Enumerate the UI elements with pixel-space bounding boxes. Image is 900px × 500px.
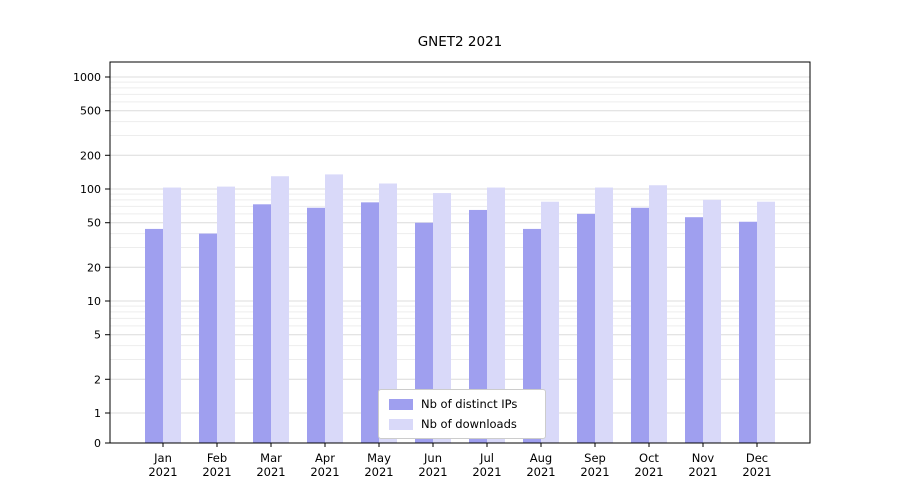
bar-distinct-ips: [361, 202, 379, 443]
y-tick-label: 0: [94, 437, 101, 450]
bar-downloads: [433, 193, 451, 443]
y-tick-label: 5: [94, 329, 101, 342]
bar-downloads: [595, 187, 613, 443]
x-tick-label-month: Jan: [153, 451, 172, 465]
x-tick-label-year: 2021: [256, 465, 285, 479]
x-tick-label-year: 2021: [310, 465, 339, 479]
bar-distinct-ips: [631, 207, 649, 443]
x-tick-label-year: 2021: [472, 465, 501, 479]
legend-label-distinct-ips: Nb of distinct IPs: [421, 397, 518, 411]
bar-downloads: [271, 176, 289, 443]
x-tick-label-year: 2021: [742, 465, 771, 479]
y-tick-label: 500: [80, 105, 101, 118]
plot-border: [109, 61, 811, 444]
x-tick-label-month: Sep: [584, 451, 606, 465]
x-tick-label-month: Aug: [530, 451, 552, 465]
bar-distinct-ips: [199, 233, 217, 443]
legend-item-distinct-ips: Nb of distinct IPs: [389, 397, 535, 411]
bars-layer: [145, 174, 775, 444]
bar-downloads: [379, 183, 397, 443]
bar-downloads: [649, 185, 667, 444]
x-tick-label-year: 2021: [202, 465, 231, 479]
legend-swatch-downloads: [389, 418, 413, 430]
bar-distinct-ips: [415, 222, 433, 443]
bar-downloads: [163, 187, 181, 443]
y-tick-label: 100: [80, 183, 101, 196]
x-tick-label-year: 2021: [148, 465, 177, 479]
bar-distinct-ips: [145, 228, 163, 443]
x-tick-label-month: Mar: [260, 451, 282, 465]
x-tick-label-year: 2021: [418, 465, 447, 479]
y-tick-label: 200: [80, 149, 101, 162]
x-tick-label-year: 2021: [364, 465, 393, 479]
bar-distinct-ips: [469, 209, 487, 443]
x-tick-label-year: 2021: [580, 465, 609, 479]
x-tick-label-month: Apr: [315, 451, 335, 465]
bar-distinct-ips: [739, 221, 757, 443]
y-tick-label: 20: [87, 261, 101, 274]
bar-distinct-ips: [685, 217, 703, 443]
axes-layer: Jan2021Feb2021Mar2021Apr2021May2021Jun20…: [73, 61, 811, 479]
legend-item-downloads: Nb of downloads: [389, 417, 535, 431]
x-tick-label-year: 2021: [634, 465, 663, 479]
x-tick-label-year: 2021: [688, 465, 717, 479]
y-tick-label: 1: [94, 407, 101, 420]
legend-swatch-distinct-ips: [389, 398, 413, 410]
bar-distinct-ips: [253, 204, 271, 443]
x-tick-label-month: Oct: [639, 451, 659, 465]
x-tick-label-month: Feb: [207, 451, 227, 465]
bar-downloads: [325, 174, 343, 443]
x-tick-label-month: Jul: [479, 451, 494, 465]
y-tick-label: 50: [87, 217, 101, 230]
bar-distinct-ips: [577, 213, 595, 443]
x-tick-label-month: Nov: [692, 451, 715, 465]
bar-distinct-ips: [307, 207, 325, 443]
legend-label-downloads: Nb of downloads: [421, 417, 517, 431]
legend: Nb of distinct IPs Nb of downloads: [378, 389, 546, 439]
x-tick-label-month: Dec: [746, 451, 768, 465]
x-tick-label-month: May: [367, 451, 391, 465]
bar-downloads: [757, 201, 775, 443]
bar-downloads: [217, 186, 235, 443]
bar-downloads: [541, 201, 559, 443]
bar-downloads: [703, 199, 721, 443]
y-tick-label: 1000: [73, 71, 101, 84]
x-tick-label-month: Jun: [423, 451, 442, 465]
y-tick-label: 10: [87, 295, 101, 308]
bar-downloads: [487, 187, 505, 443]
chart-title: GNET2 2021: [418, 34, 503, 50]
x-tick-label-year: 2021: [526, 465, 555, 479]
y-tick-label: 2: [94, 373, 101, 386]
